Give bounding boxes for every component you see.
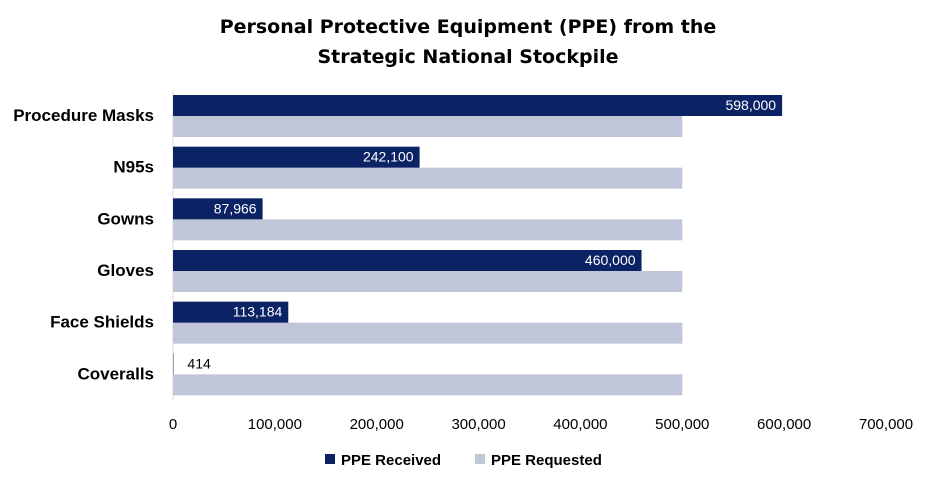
- bar-ppe-received-n95s: [173, 146, 420, 168]
- x-tick-label: 400,000: [553, 416, 607, 433]
- legend-label-ppe-requested: PPE Requested: [491, 452, 602, 469]
- category-label-face-shields: Face Shields: [50, 313, 154, 332]
- x-tick-label: 500,000: [655, 416, 709, 433]
- legend-label-ppe-received: PPE Received: [341, 452, 441, 469]
- bar-ppe-requested-coveralls: [173, 374, 683, 396]
- bar-ppe-requested-face-shields: [173, 322, 683, 344]
- category-label-coveralls: Coveralls: [77, 364, 154, 383]
- chart-title-line-2: Strategic National Stockpile: [318, 46, 619, 68]
- x-tick-label: 300,000: [451, 416, 505, 433]
- bar-ppe-requested-gloves: [173, 271, 683, 292]
- data-label-gloves: 460,000: [585, 252, 636, 268]
- bar-ppe-requested-procedure-masks: [173, 116, 683, 137]
- category-label-gowns: Gowns: [97, 209, 154, 228]
- legend-swatch-ppe-received: [325, 454, 335, 464]
- category-label-gloves: Gloves: [97, 261, 154, 280]
- data-label-n95s: 242,100: [363, 149, 414, 165]
- chart-title-line-1: Personal Protective Equipment (PPE) from…: [220, 16, 717, 38]
- data-label-face-shields: 113,184: [233, 304, 283, 320]
- legend-swatch-ppe-requested: [475, 454, 485, 464]
- x-tick-label: 700,000: [859, 416, 913, 433]
- bar-ppe-requested-gowns: [173, 219, 683, 241]
- data-label-gowns: 87,966: [214, 200, 257, 216]
- plot-area: Procedure Masks 598,000 N95s 242,100 Gowns 87…: [13, 90, 913, 433]
- data-label-coveralls: 414: [187, 355, 211, 371]
- bar-ppe-received-procedure-masks: [173, 95, 783, 116]
- legend: PPE Received PPE Requested: [325, 452, 602, 469]
- bar-ppe-requested-n95s: [173, 167, 683, 189]
- bar-ppe-received-face-shields: [173, 301, 289, 323]
- bar-ppe-received-gloves: [173, 250, 642, 271]
- x-tick-label: 200,000: [350, 416, 404, 433]
- x-tick-label: 0: [169, 416, 177, 433]
- x-tick-label: 600,000: [757, 416, 811, 433]
- x-tick-label: 100,000: [248, 416, 302, 433]
- category-label-procedure-masks: Procedure Masks: [13, 106, 154, 125]
- bar-ppe-received-gowns: [173, 198, 263, 220]
- data-label-procedure-masks: 598,000: [725, 97, 776, 113]
- category-label-n95s: N95s: [113, 158, 154, 177]
